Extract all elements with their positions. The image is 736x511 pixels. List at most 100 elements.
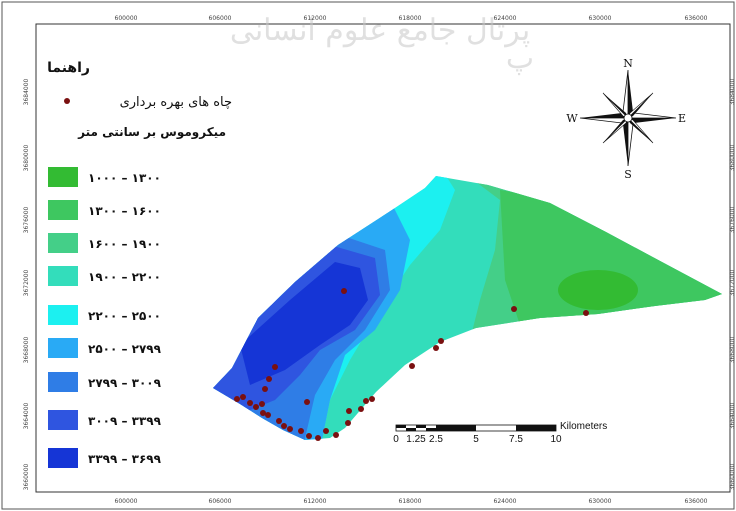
y-tick-label: 3672000 <box>23 269 30 296</box>
legend-swatch <box>48 305 78 325</box>
x-tick-label: 606000 <box>209 498 232 505</box>
well-point <box>346 408 352 414</box>
well-point <box>345 420 351 426</box>
scale-label: 0 <box>393 434 399 445</box>
y-tick-label: 3684000 <box>23 78 30 105</box>
legend-swatch <box>48 410 78 430</box>
legend-swatch <box>48 448 78 468</box>
legend-units-title: میکروموس بر سانتی متر <box>77 125 226 140</box>
well-point <box>260 410 266 416</box>
well-point <box>438 338 444 344</box>
well-point <box>234 396 240 402</box>
legend-well-symbol <box>64 98 70 104</box>
x-tick-label: 612000 <box>304 15 327 22</box>
well-point <box>266 376 272 382</box>
scale-label: 10 <box>550 434 562 445</box>
zone-1000-1300 <box>558 270 638 310</box>
y-tick-label: 3676000 <box>23 206 30 233</box>
compass-s: S <box>624 168 632 181</box>
legend-wells-label: چاه های بهره برداری <box>120 95 232 110</box>
well-point <box>259 401 265 407</box>
y-axis-right: 3684000 3680000 3676000 3672000 3668000 … <box>729 78 736 490</box>
x-tick-label: 624000 <box>494 498 517 505</box>
y-tick-label: 3660000 <box>23 463 30 490</box>
scale-label: 5 <box>473 434 479 445</box>
wells-layer <box>234 288 589 441</box>
zone-3399-3699 <box>240 262 368 385</box>
legend-class-label: ۱۶۰۰ – ۱۹۰۰ <box>88 237 161 251</box>
scale-label: 2.5 <box>429 434 443 445</box>
y-tick-label: 3664000 <box>23 402 30 429</box>
x-tick-label: 606000 <box>209 15 232 22</box>
scale-label: 1.25 <box>406 434 426 445</box>
legend-swatch <box>48 266 78 286</box>
y-tick-label: 3680000 <box>23 144 30 171</box>
x-tick-label: 630000 <box>589 15 612 22</box>
x-tick-label: 618000 <box>399 498 422 505</box>
well-point <box>333 432 339 438</box>
well-point <box>276 418 282 424</box>
x-tick-label: 618000 <box>399 15 422 22</box>
x-tick-label: 600000 <box>115 498 138 505</box>
well-point <box>247 400 253 406</box>
legend: راهنما چاه های بهره برداری میکروموس بر س… <box>47 60 232 468</box>
y-tick-label: 3668000 <box>23 336 30 363</box>
legend-class-label: ۲۷۹۹ – ۳۰۰۹ <box>88 376 162 390</box>
well-point <box>358 406 364 412</box>
well-point <box>369 396 375 402</box>
legend-title: راهنما <box>47 60 90 76</box>
well-point <box>511 306 517 312</box>
well-point <box>272 364 278 370</box>
well-point <box>341 288 347 294</box>
well-point <box>433 345 439 351</box>
compass-w: W <box>566 112 578 125</box>
y-tick-label: 3664000 <box>729 402 736 429</box>
well-point <box>304 399 310 405</box>
y-tick-label: 3680000 <box>729 144 736 171</box>
y-tick-label: 3684000 <box>729 78 736 105</box>
legend-class-label: ۲۵۰۰ – ۲۷۹۹ <box>88 342 162 356</box>
scale-bar: 0 1.25 2.5 5 7.5 10 Kilometers <box>393 421 607 445</box>
scale-unit: Kilometers <box>560 421 607 432</box>
well-point <box>287 426 293 432</box>
watermark-small: پ <box>506 41 534 76</box>
legend-class-label: ۳۰۰۹ – ۳۳۹۹ <box>88 414 162 428</box>
well-point <box>253 404 259 410</box>
scale-label: 7.5 <box>509 434 523 445</box>
x-axis-bottom: 600000 606000 612000 618000 624000 63000… <box>115 498 708 505</box>
legend-swatch <box>48 372 78 392</box>
legend-class-label: ۱۰۰۰ – ۱۳۰۰ <box>88 171 161 185</box>
y-tick-label: 3668000 <box>729 336 736 363</box>
well-point <box>363 398 369 404</box>
x-tick-label: 600000 <box>115 15 138 22</box>
compass-e: E <box>678 112 686 125</box>
y-tick-label: 3660000 <box>729 463 736 490</box>
well-point <box>306 433 312 439</box>
well-point <box>315 435 321 441</box>
y-tick-label: 3676000 <box>729 206 736 233</box>
well-point <box>298 428 304 434</box>
x-tick-label: 612000 <box>304 498 327 505</box>
x-tick-label: 636000 <box>685 15 708 22</box>
y-axis-left: 3684000 3680000 3676000 3672000 3668000 … <box>23 78 30 490</box>
legend-class-label: ۱۹۰۰ – ۲۲۰۰ <box>88 270 161 284</box>
legend-class-label: ۳۳۹۹ – ۳۶۹۹ <box>88 452 162 466</box>
well-point <box>583 310 589 316</box>
x-tick-label: 630000 <box>589 498 612 505</box>
legend-swatch <box>48 200 78 220</box>
x-tick-label: 636000 <box>685 498 708 505</box>
x-axis-top: 600000 606000 612000 618000 624000 63000… <box>115 15 708 22</box>
legend-swatch <box>48 233 78 253</box>
legend-class-label: ۱۳۰۰ – ۱۶۰۰ <box>88 204 161 218</box>
well-point <box>281 423 287 429</box>
watermark-text: پرتال جامع علوم انسانی <box>230 13 530 48</box>
legend-class-label: ۲۲۰۰ – ۲۵۰۰ <box>88 309 161 323</box>
well-point <box>265 412 271 418</box>
well-point <box>409 363 415 369</box>
y-tick-label: 3672000 <box>729 269 736 296</box>
legend-swatch <box>48 338 78 358</box>
well-point <box>323 428 329 434</box>
north-arrow-icon: N S E W <box>566 57 686 181</box>
x-tick-label: 624000 <box>494 15 517 22</box>
